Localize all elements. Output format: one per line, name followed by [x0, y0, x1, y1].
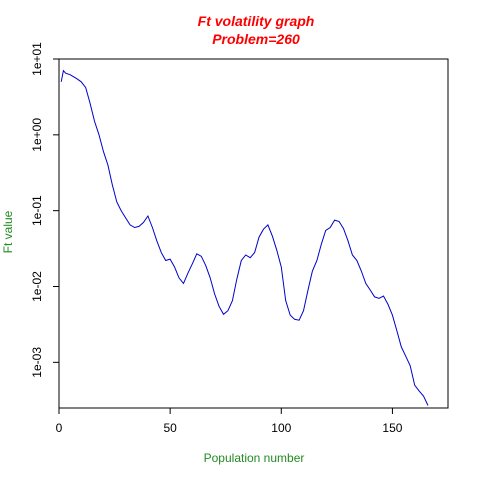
x-axis-label: Population number — [204, 451, 305, 465]
x-axis: 0 50 100 150 — [56, 407, 403, 435]
plot-frame — [58, 58, 449, 409]
x-tick-label: 100 — [271, 421, 291, 435]
y-axis-label: Ft value — [1, 210, 15, 253]
y-tick-label: 1e+01 — [30, 42, 44, 76]
y-tick-label: 1e+00 — [30, 118, 44, 152]
y-axis: 1e-03 1e-02 1e-01 1e+00 1e+01 — [30, 42, 60, 378]
x-tick-label: 50 — [163, 421, 177, 435]
chart-subtitle: Problem=260 — [212, 31, 300, 47]
y-tick-label: 1e-01 — [30, 195, 44, 226]
x-tick-label: 150 — [382, 421, 402, 435]
series-line — [60, 69, 429, 406]
chart-title: Ft volatility graph — [198, 13, 315, 29]
y-tick-label: 1e-03 — [30, 347, 44, 378]
x-tick-label: 0 — [56, 421, 63, 435]
y-tick-label: 1e-02 — [30, 271, 44, 302]
